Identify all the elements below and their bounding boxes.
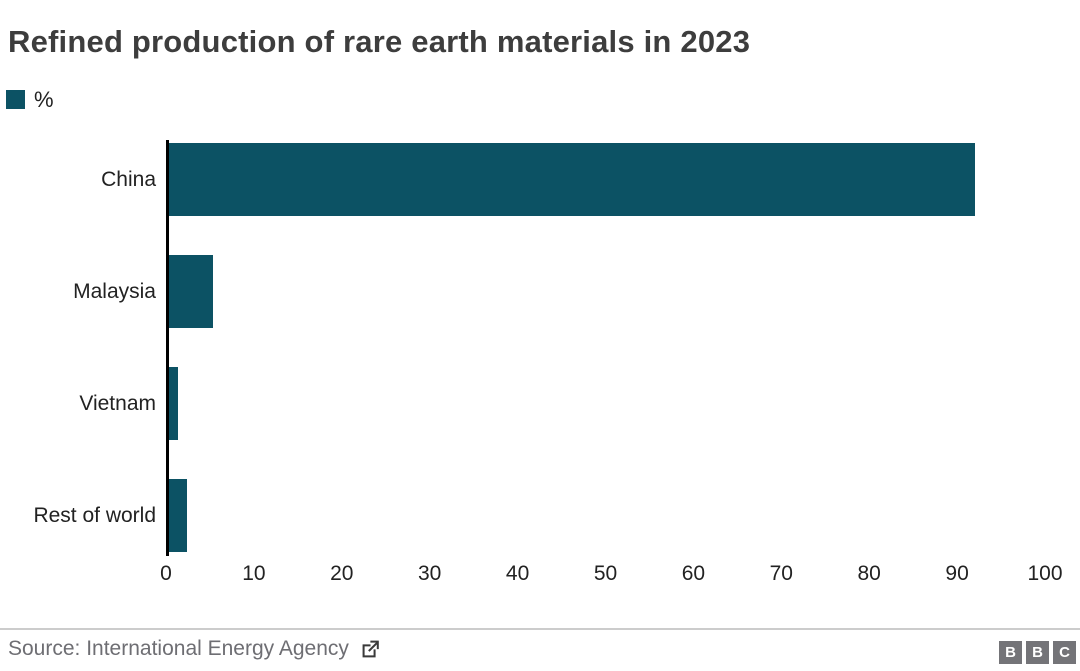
y-axis-line xyxy=(166,140,169,556)
x-axis-tick-label: 30 xyxy=(418,562,442,585)
bar xyxy=(169,255,213,328)
x-axis-tick-label: 0 xyxy=(160,562,172,585)
legend-label: % xyxy=(34,87,54,112)
x-axis-tick-label: 70 xyxy=(769,562,793,585)
bbc-logo-block: B xyxy=(1026,641,1049,664)
x-axis-ticks: 0 10 20 30 40 50 60 70 80 90 100 xyxy=(160,562,1062,592)
chart-title: Refined production of rare earth materia… xyxy=(8,24,751,59)
x-axis-tick-label: 10 xyxy=(242,562,266,585)
legend-swatch-icon xyxy=(6,90,25,109)
bar xyxy=(169,479,187,552)
category-label: Vietnam xyxy=(79,391,156,415)
bar xyxy=(169,367,178,440)
category-label: Rest of world xyxy=(33,503,156,527)
bars-container xyxy=(169,140,1045,556)
bbc-logo-block: B xyxy=(999,641,1022,664)
category-label: China xyxy=(101,167,156,191)
x-axis-tick-label: 100 xyxy=(1027,562,1063,585)
source-text: Source: International Energy Agency xyxy=(8,637,349,660)
legend: % xyxy=(6,87,54,112)
plot-area xyxy=(166,140,1045,556)
x-axis-tick-label: 50 xyxy=(593,562,618,585)
bar xyxy=(169,143,975,216)
category-label: Malaysia xyxy=(73,279,156,303)
category-labels: China Malaysia Vietnam Rest of world xyxy=(0,140,156,556)
external-link-icon[interactable] xyxy=(359,638,381,660)
x-axis-tick-label: 90 xyxy=(945,562,969,585)
footer-divider xyxy=(0,628,1080,630)
x-axis-tick-label: 40 xyxy=(505,562,530,585)
x-axis-tick-label: 60 xyxy=(681,562,706,585)
x-axis-tick-label: 80 xyxy=(857,562,881,585)
bbc-logo-block: C xyxy=(1053,641,1076,664)
x-axis-tick-label: 20 xyxy=(330,562,354,585)
source-line: Source: International Energy Agency xyxy=(8,634,381,664)
